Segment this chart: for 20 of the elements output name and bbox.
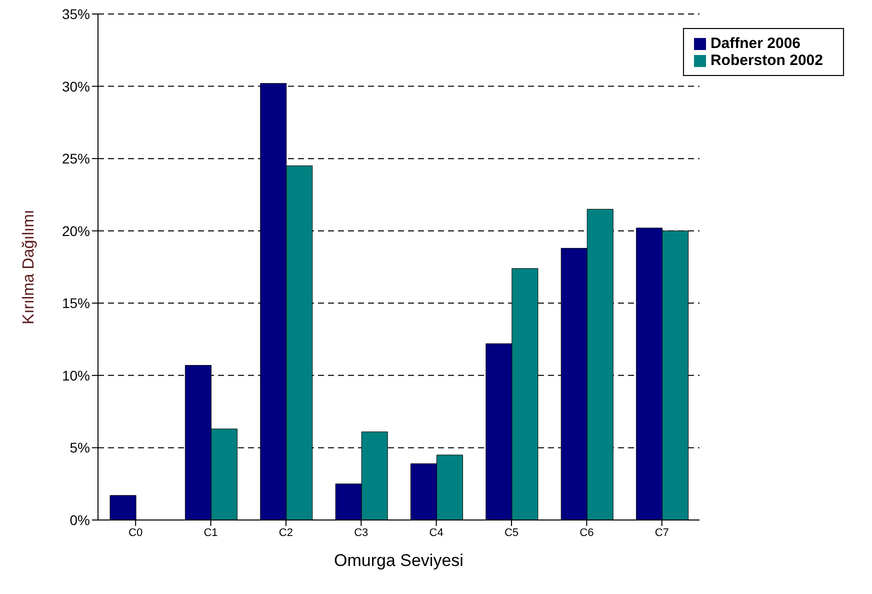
x-tick-label: C2 <box>278 526 293 539</box>
y-tick-label: 0% <box>70 512 90 528</box>
y-tick-label: 30% <box>62 78 90 94</box>
y-tick-label: 20% <box>62 222 90 239</box>
legend-label: Daffner 2006 <box>710 35 800 52</box>
x-tick-label: C3 <box>354 526 368 539</box>
y-tick-label: 5% <box>70 440 90 456</box>
x-tick-label: C0 <box>128 526 143 539</box>
x-tick-label: C4 <box>429 526 444 539</box>
y-tick-label: 15% <box>62 295 90 312</box>
x-tick-label: C1 <box>204 526 218 539</box>
y-tick-label: 35% <box>62 6 90 22</box>
legend-label: Roberston 2002 <box>710 52 823 69</box>
x-axis-title: Omurga Seviyesi <box>334 551 464 570</box>
y-axis-title: Kırılma Dağılımı <box>20 210 38 324</box>
x-tick-label: C7 <box>654 526 669 539</box>
x-tick-label: C5 <box>504 526 519 539</box>
y-tick-label: 25% <box>62 150 90 167</box>
x-tick-label: C6 <box>580 526 594 539</box>
y-tick-label: 10% <box>62 367 90 384</box>
